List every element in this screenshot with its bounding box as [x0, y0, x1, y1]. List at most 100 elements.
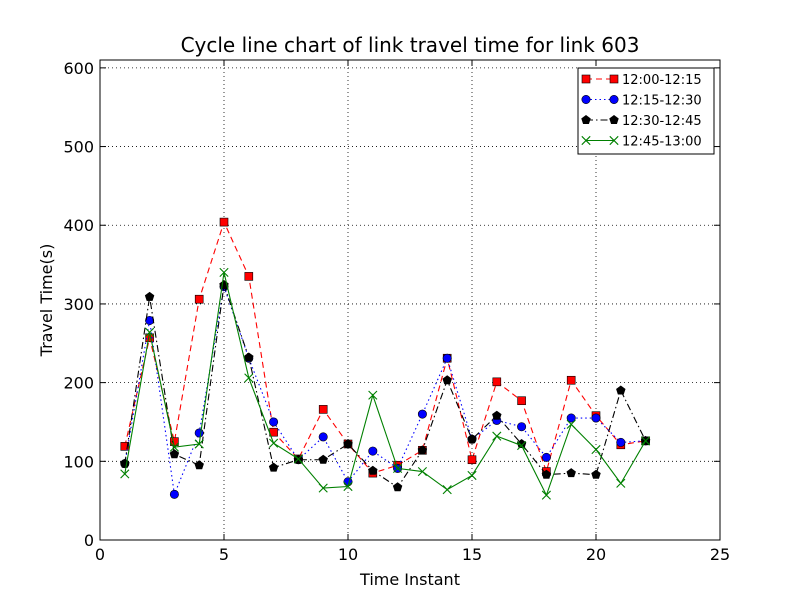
data-point	[244, 373, 254, 383]
data-point	[268, 462, 279, 472]
data-point	[566, 419, 576, 429]
data-point	[145, 327, 155, 337]
legend-marker	[609, 74, 619, 84]
data-point	[219, 217, 229, 227]
x-axis-title: Time Instant	[359, 570, 460, 589]
series-group	[120, 217, 651, 500]
x-tick-label: 5	[219, 545, 229, 564]
data-point	[591, 413, 601, 423]
data-point	[467, 455, 477, 465]
legend-box	[577, 67, 715, 155]
data-point	[318, 432, 328, 442]
data-point	[541, 469, 552, 479]
data-point	[417, 445, 428, 455]
data-point	[541, 490, 551, 500]
data-point	[368, 465, 378, 475]
data-point	[244, 352, 254, 362]
data-point	[616, 478, 626, 488]
data-point	[392, 482, 403, 492]
data-point	[517, 422, 527, 432]
data-point	[591, 444, 601, 455]
data-point	[616, 385, 626, 395]
data-point	[566, 413, 576, 423]
chart-title: Cycle line chart of link travel time for…	[181, 33, 640, 57]
data-point	[492, 377, 502, 387]
data-point	[368, 446, 378, 456]
y-tick-label: 400	[63, 216, 94, 235]
x-tick-label: 25	[710, 545, 730, 564]
y-tick-label: 600	[63, 59, 94, 78]
data-point	[120, 469, 130, 479]
data-point	[541, 452, 551, 462]
data-point	[343, 481, 353, 492]
legend-item: 12:45-13:00	[581, 135, 702, 150]
plot-frame	[99, 59, 721, 541]
y-tick-label: 100	[63, 452, 94, 471]
data-point	[269, 417, 279, 427]
data-point	[219, 267, 229, 278]
y-axis-title: Travel Time(s)	[37, 244, 56, 358]
data-point	[566, 468, 576, 478]
legend: 12:00-12:15 12:15-12:30 12:30-12:45 12:45-1…	[577, 67, 715, 155]
data-point	[393, 463, 403, 473]
y-tick-label: 200	[63, 374, 94, 393]
legend-marker	[581, 95, 591, 105]
data-point	[616, 437, 626, 447]
data-point	[641, 436, 651, 446]
y-tick-label: 500	[63, 138, 94, 157]
legend-item: 12:30-12:45	[581, 114, 702, 129]
data-point	[492, 431, 502, 441]
data-point	[368, 390, 378, 400]
series-line	[124, 284, 647, 489]
data-point	[318, 483, 328, 493]
data-point	[318, 405, 328, 414]
legend-marker	[609, 135, 619, 146]
legend-marker	[581, 135, 591, 146]
legend-item: 12:00-12:15	[581, 73, 702, 88]
x-tick-label: 20	[586, 545, 606, 564]
data-point	[566, 375, 576, 385]
series-4	[120, 267, 651, 500]
x-tick-label: 10	[338, 545, 358, 564]
data-point	[442, 353, 452, 363]
data-point	[591, 469, 601, 479]
data-point	[467, 470, 477, 481]
data-point	[318, 454, 328, 464]
legend-label: 12:45-13:00	[622, 135, 702, 150]
data-point	[343, 439, 353, 449]
data-point	[293, 454, 303, 464]
legend-marker	[581, 74, 591, 84]
data-point	[417, 409, 427, 419]
data-point	[492, 410, 502, 420]
data-point	[517, 396, 526, 406]
legend-label: 12:30-12:45	[622, 114, 702, 129]
series-line	[124, 272, 647, 497]
data-point	[194, 460, 204, 470]
legend-marker	[609, 95, 619, 105]
data-point	[467, 434, 477, 444]
x-tick-label: 15	[462, 545, 482, 564]
data-point	[169, 489, 179, 499]
ticks: 0 5 10 15 20 25 0 100 200 300 400 500 600	[63, 59, 730, 564]
series-line	[124, 286, 646, 497]
data-point	[120, 442, 130, 451]
data-point	[169, 449, 180, 459]
series-line	[124, 220, 646, 474]
data-point	[144, 291, 155, 301]
legend-marker	[581, 115, 591, 125]
data-point	[194, 294, 204, 304]
y-tick-label: 300	[63, 295, 94, 314]
legend-item: 12:15-12:30	[581, 94, 702, 109]
data-point	[442, 375, 452, 385]
legend-marker	[609, 115, 619, 125]
data-point	[194, 439, 204, 449]
data-point	[169, 442, 179, 452]
x-tick-label: 0	[95, 545, 105, 564]
data-point	[442, 485, 452, 495]
data-point	[517, 440, 527, 451]
data-point	[269, 438, 279, 448]
series-3	[120, 280, 651, 492]
data-point	[194, 428, 204, 438]
